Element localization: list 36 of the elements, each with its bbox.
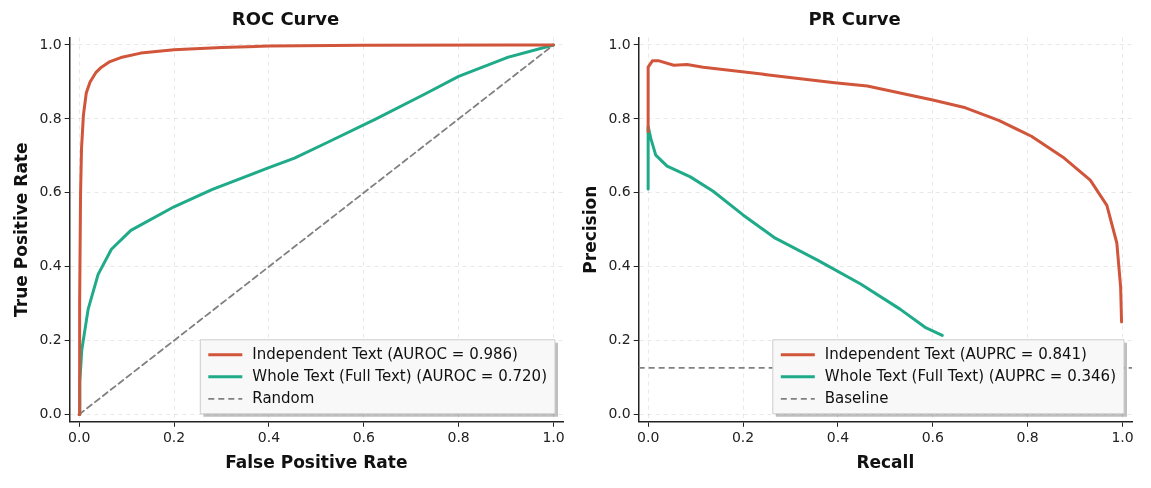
y-tick-label: 0.2 (608, 331, 631, 348)
legend-label: Whole Text (Full Text) (AUPRC = 0.346) (824, 366, 1117, 385)
chart-title: ROC Curve (231, 8, 340, 30)
legend-label: Independent Text (AUROC = 0.986) (252, 344, 518, 363)
y-tick-label: 0.8 (608, 109, 631, 126)
x-tick-label: 0.6 (921, 428, 944, 445)
y-tick-label: 0.4 (39, 257, 62, 274)
x-tick-label: 0.2 (162, 428, 186, 445)
x-tick-label: 0.6 (352, 428, 375, 445)
x-tick-label: 0.8 (447, 428, 470, 445)
x-tick-label: 0.2 (731, 428, 755, 445)
y-tick-label: 0.0 (39, 405, 62, 422)
y-tick-label: 0.6 (39, 183, 62, 200)
y-tick-label: 0.0 (608, 405, 631, 422)
y-tick-label: 1.0 (39, 35, 62, 52)
y-tick-label: 0.4 (608, 257, 631, 274)
x-tick-label: 0.0 (68, 428, 91, 445)
y-tick-label: 0.2 (39, 331, 62, 348)
y-tick-label: 0.8 (39, 109, 62, 126)
x-tick-label: 1.0 (1111, 428, 1134, 445)
y-axis-title: True Positive Rate (10, 142, 31, 317)
legend-label: Independent Text (AUPRC = 0.841) (824, 344, 1087, 363)
x-tick-label: 0.4 (257, 428, 281, 445)
y-axis-title: Precision (579, 185, 600, 274)
legend-label: Baseline (824, 388, 889, 407)
x-tick-label: 0.4 (826, 428, 850, 445)
legend-label: Whole Text (Full Text) (AUROC = 0.720) (252, 366, 548, 385)
x-tick-label: 1.0 (542, 428, 565, 445)
x-axis-title: False Positive Rate (225, 452, 408, 473)
x-tick-label: 0.8 (1016, 428, 1039, 445)
x-axis-title: Recall (856, 452, 915, 473)
x-tick-label: 0.0 (637, 428, 660, 445)
chart-title: PR Curve (808, 8, 901, 30)
legend-label: Random (252, 388, 315, 407)
y-tick-label: 1.0 (608, 35, 631, 52)
y-tick-label: 0.6 (608, 183, 631, 200)
